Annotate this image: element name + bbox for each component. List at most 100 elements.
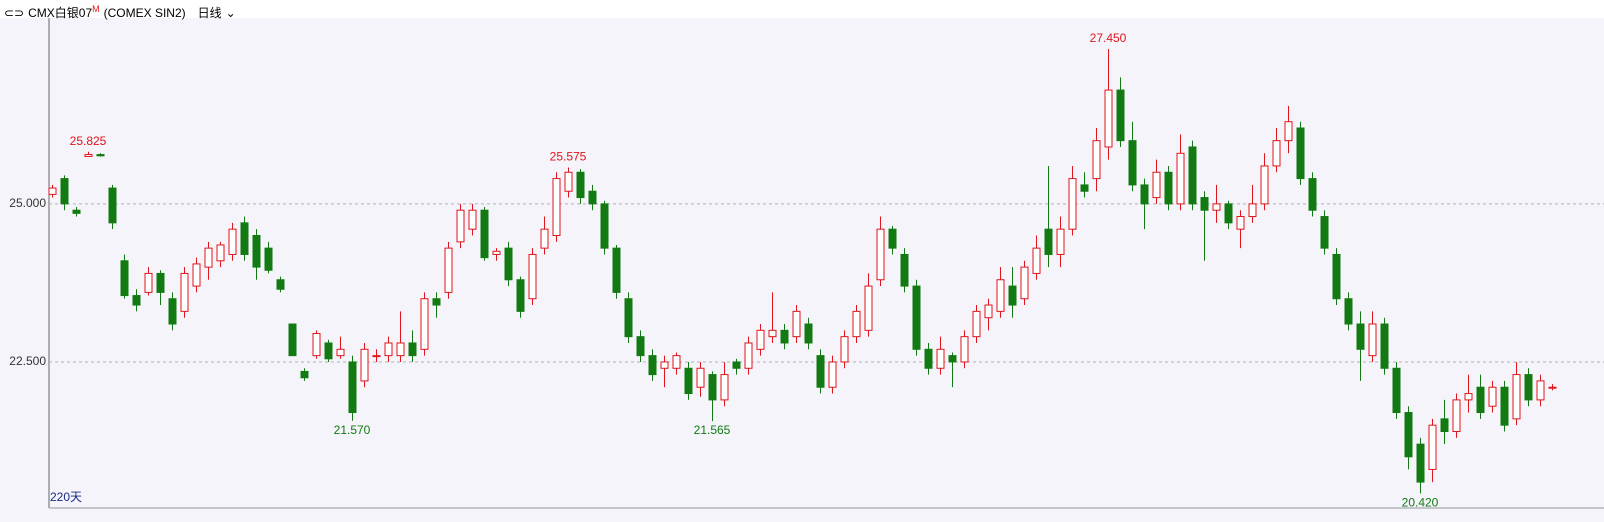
candle-body	[780, 329, 789, 344]
candle-body	[1068, 178, 1077, 230]
candle-body	[552, 178, 561, 236]
candle-body	[1224, 203, 1233, 224]
candle-body	[492, 250, 501, 255]
candle-body	[1536, 380, 1545, 401]
y-tick-label: 25.000	[9, 196, 46, 210]
candle-body	[204, 247, 213, 268]
candle-body	[888, 228, 897, 249]
candle-body	[1200, 197, 1209, 211]
candle-body	[120, 260, 129, 297]
extreme-label: 25.825	[70, 134, 107, 148]
candle-body	[1512, 374, 1521, 420]
candle-body	[384, 342, 393, 357]
candle-body	[1332, 253, 1341, 300]
candle-body	[1212, 203, 1221, 211]
candle-body	[144, 272, 153, 293]
candle-body	[1032, 247, 1041, 274]
candle-body	[168, 298, 177, 325]
candle-body	[420, 298, 429, 350]
header: ⊂⊃ CMX白银07M (COMEX SIN2) 日线 ⌄	[0, 0, 1604, 20]
candle-body	[1188, 146, 1197, 205]
candle-body	[372, 355, 381, 358]
candle-body	[1296, 127, 1305, 180]
candle-body	[1416, 443, 1425, 483]
candle-body	[1524, 374, 1533, 401]
candle-body	[228, 228, 237, 255]
candle-body	[1272, 140, 1281, 167]
candle-body	[312, 332, 321, 357]
candle-body	[132, 295, 141, 306]
candle-body	[108, 187, 117, 224]
symbol: CMX白银07	[28, 6, 93, 20]
candle-body	[1092, 140, 1101, 180]
candle-body	[1284, 121, 1293, 142]
candle-body	[1368, 323, 1377, 357]
candle-body	[408, 342, 417, 357]
candle-body	[1428, 424, 1437, 470]
extreme-label: 21.570	[334, 423, 371, 437]
candle-body	[732, 361, 741, 369]
candle-body	[1236, 216, 1245, 230]
extreme-label: 27.450	[1090, 31, 1127, 45]
candle-body	[1404, 412, 1413, 458]
candle-body	[1548, 386, 1557, 389]
candle-body	[624, 298, 633, 338]
candle-body	[984, 304, 993, 319]
icon: ⊂⊃	[4, 6, 25, 20]
period[interactable]: 日线	[197, 6, 222, 20]
candle-body	[864, 285, 873, 331]
candle-body	[720, 374, 729, 401]
candle-body	[432, 298, 441, 306]
candle-body	[504, 247, 513, 281]
candle-body	[972, 310, 981, 338]
candle-body	[684, 367, 693, 395]
candle-body	[816, 355, 825, 388]
candle-body	[528, 253, 537, 300]
candle-body	[96, 154, 105, 157]
candle-body	[1344, 298, 1353, 325]
candle-body	[1176, 152, 1185, 205]
code: (COMEX SIN2)	[103, 6, 186, 20]
candle-body	[1380, 323, 1389, 369]
candle-body	[1308, 178, 1317, 211]
candle-body	[1164, 171, 1173, 205]
candle-body	[72, 209, 81, 214]
flag: M	[92, 4, 100, 14]
candle-body	[1500, 386, 1509, 426]
footer: 220天	[50, 490, 82, 504]
candle-body	[804, 323, 813, 344]
candle-body	[576, 171, 585, 199]
candle-body	[300, 370, 309, 379]
candle-body	[1476, 386, 1485, 414]
candle-body	[792, 310, 801, 338]
candle-body	[480, 209, 489, 259]
candle-body	[612, 247, 621, 293]
candle-body	[1128, 140, 1137, 186]
candle-body	[360, 348, 369, 382]
candle-body	[696, 367, 705, 388]
candle-body	[444, 247, 453, 293]
candle-body	[84, 154, 93, 157]
candle-body	[336, 348, 345, 357]
candle-body	[1140, 184, 1149, 205]
candle-body	[900, 253, 909, 287]
candle-body	[180, 272, 189, 312]
candle-body	[276, 279, 285, 290]
dropdown-arrow[interactable]: ⌄	[225, 6, 236, 20]
candle-body	[1320, 216, 1329, 249]
candle-body	[240, 222, 249, 255]
candle-body	[564, 171, 573, 192]
candle-body	[876, 228, 885, 281]
candle-body	[588, 190, 597, 205]
candle-body	[996, 279, 1005, 312]
extreme-label: 21.565	[694, 423, 731, 437]
candle-body	[912, 285, 921, 350]
candle-body	[468, 209, 477, 230]
candle-body	[264, 247, 273, 271]
candle-body	[1260, 165, 1269, 205]
candle-body	[1104, 89, 1113, 148]
candle-body	[1440, 418, 1449, 432]
candle-body	[1356, 323, 1365, 350]
